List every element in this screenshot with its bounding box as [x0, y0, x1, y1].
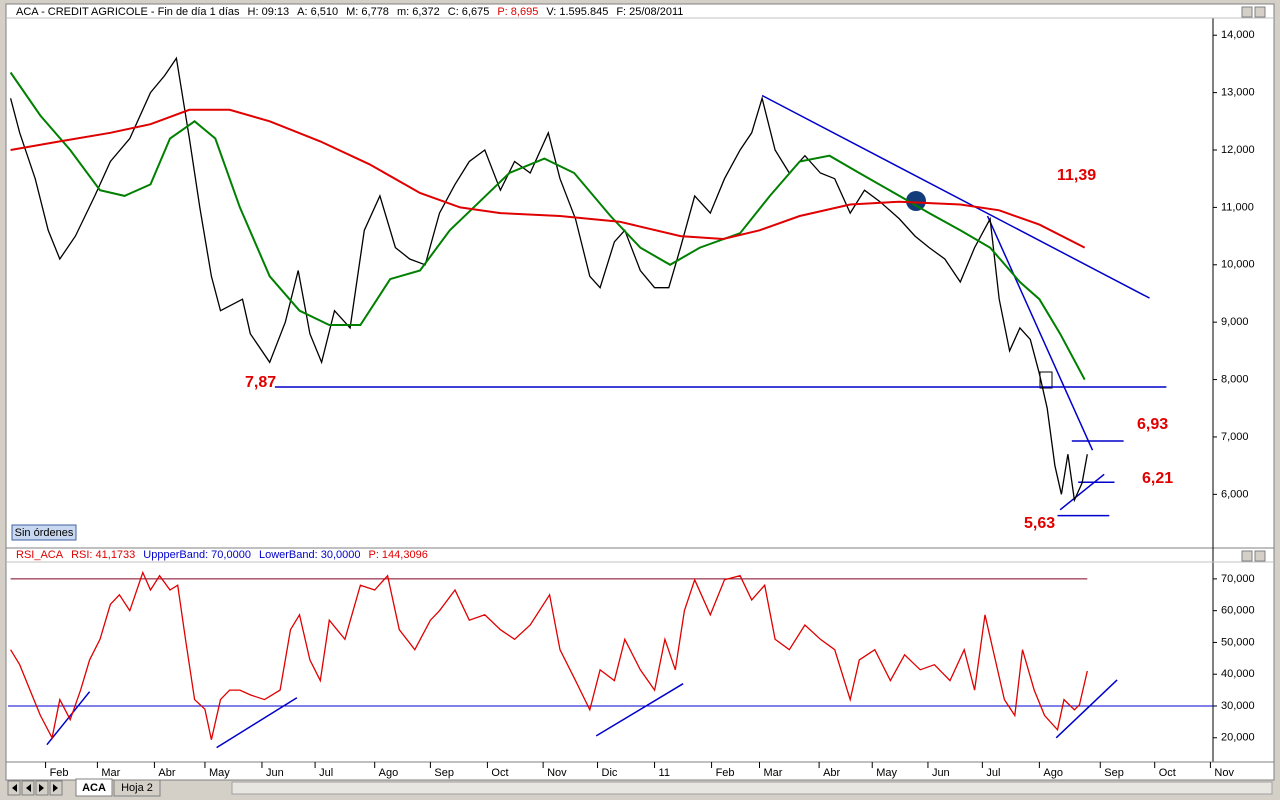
y-tick-label: 50,000	[1221, 636, 1255, 648]
x-tick-label: Jun	[932, 767, 950, 779]
y-tick-label: 13,000	[1221, 87, 1255, 99]
annotation: 11,39	[1057, 167, 1096, 184]
header-field: RSI_ACA	[16, 549, 64, 561]
series-line	[595, 683, 684, 737]
annotation: 5,63	[1024, 515, 1055, 532]
minimize-button[interactable]	[1241, 6, 1253, 18]
y-tick-label: 7,000	[1221, 431, 1249, 443]
header-field: H: 09:13	[248, 6, 290, 18]
y-tick-label: 10,000	[1221, 259, 1255, 271]
y-tick-label: 20,000	[1221, 732, 1255, 744]
series-line	[986, 215, 1094, 451]
signal-dot	[906, 191, 926, 211]
maximize-button[interactable]	[1254, 6, 1266, 18]
series-line	[1055, 679, 1118, 739]
tab-label[interactable]: ACA	[82, 782, 106, 794]
x-tick-label: Feb	[716, 767, 735, 779]
y-tick-label: 30,000	[1221, 700, 1255, 712]
series-line	[761, 94, 1150, 299]
x-tick-label: Nov	[1214, 767, 1234, 779]
x-tick-label: Jun	[266, 767, 284, 779]
annotation: 7,87	[245, 374, 276, 391]
x-tick-label: Mar	[764, 767, 783, 779]
orders-button[interactable]	[11, 524, 77, 541]
series-line	[46, 691, 91, 746]
x-tick-label: Ago	[379, 767, 399, 779]
header-field: A: 6,510	[297, 6, 338, 18]
series-line	[10, 570, 1088, 740]
header-field: M: 6,778	[346, 6, 389, 18]
x-tick-label: Jul	[986, 767, 1000, 779]
rsi-panel	[5, 547, 1275, 763]
y-tick-label: 70,000	[1221, 573, 1255, 585]
y-tick-label: 60,000	[1221, 605, 1255, 617]
x-tick-label: Mar	[101, 767, 120, 779]
x-tick-label: Jul	[319, 767, 333, 779]
header-field: m: 6,372	[397, 6, 440, 18]
x-tick-label: Feb	[50, 767, 69, 779]
sheet-nav	[7, 778, 1273, 797]
x-tick-label: Dic	[602, 767, 618, 779]
window-buttons	[1241, 6, 1266, 562]
series-line	[216, 697, 298, 749]
x-tick-label: May	[876, 767, 897, 779]
y-tick-label: 6,000	[1221, 488, 1249, 500]
header-field: P: 8,695	[497, 6, 538, 18]
series-line	[9, 56, 1088, 503]
maximize-button[interactable]	[1254, 550, 1266, 562]
price-panel	[5, 3, 1275, 549]
nav-arrows	[12, 784, 58, 792]
scrollbar[interactable]	[231, 781, 1273, 795]
series-line	[1059, 473, 1105, 511]
y-tick-label: 8,000	[1221, 373, 1249, 385]
annotation: 6,21	[1142, 470, 1173, 487]
x-tick-label: Oct	[1159, 767, 1176, 779]
x-tick-label: Sep	[434, 767, 454, 779]
series-line	[9, 71, 1086, 381]
x-tick-label: May	[209, 767, 230, 779]
header-title: ACA - CREDIT AGRICOLE - Fin de día 1 día…	[16, 6, 240, 18]
y-tick-label: 9,000	[1221, 316, 1249, 328]
y-tick-label: 14,000	[1221, 29, 1255, 41]
x-tick-label: Nov	[547, 767, 567, 779]
annotation: 6,93	[1137, 416, 1168, 433]
x-axis-strip	[5, 761, 1275, 781]
y-tick-label: 12,000	[1221, 144, 1255, 156]
x-tick-label: Abr	[823, 767, 840, 779]
y-tick-label: 11,000	[1221, 201, 1254, 213]
x-tick-label: Oct	[491, 767, 508, 779]
header-field: V: 1.595.845	[546, 6, 608, 18]
x-tick-label: Ago	[1043, 767, 1063, 779]
series-line	[10, 108, 1086, 249]
signal-box	[1039, 371, 1053, 389]
header-field: P: 144,3096	[368, 549, 427, 561]
x-tick-label: 11	[659, 767, 670, 779]
y-tick-label: 40,000	[1221, 668, 1255, 680]
header-field: RSI: 41,1733	[71, 549, 135, 561]
tab[interactable]	[113, 779, 161, 797]
header-field: C: 6,675	[448, 6, 490, 18]
x-tick-label: Sep	[1104, 767, 1124, 779]
header-field: UppperBand: 70,0000	[143, 549, 251, 561]
x-tick-label: Abr	[158, 767, 175, 779]
header-field: F: 25/08/2011	[616, 6, 683, 18]
orders-button-label[interactable]: Sin órdenes	[15, 527, 74, 539]
tab-label[interactable]: Hoja 2	[121, 782, 153, 794]
tab-active[interactable]	[75, 778, 113, 797]
header-field: LowerBand: 30,0000	[259, 549, 361, 561]
minimize-button[interactable]	[1241, 550, 1253, 562]
